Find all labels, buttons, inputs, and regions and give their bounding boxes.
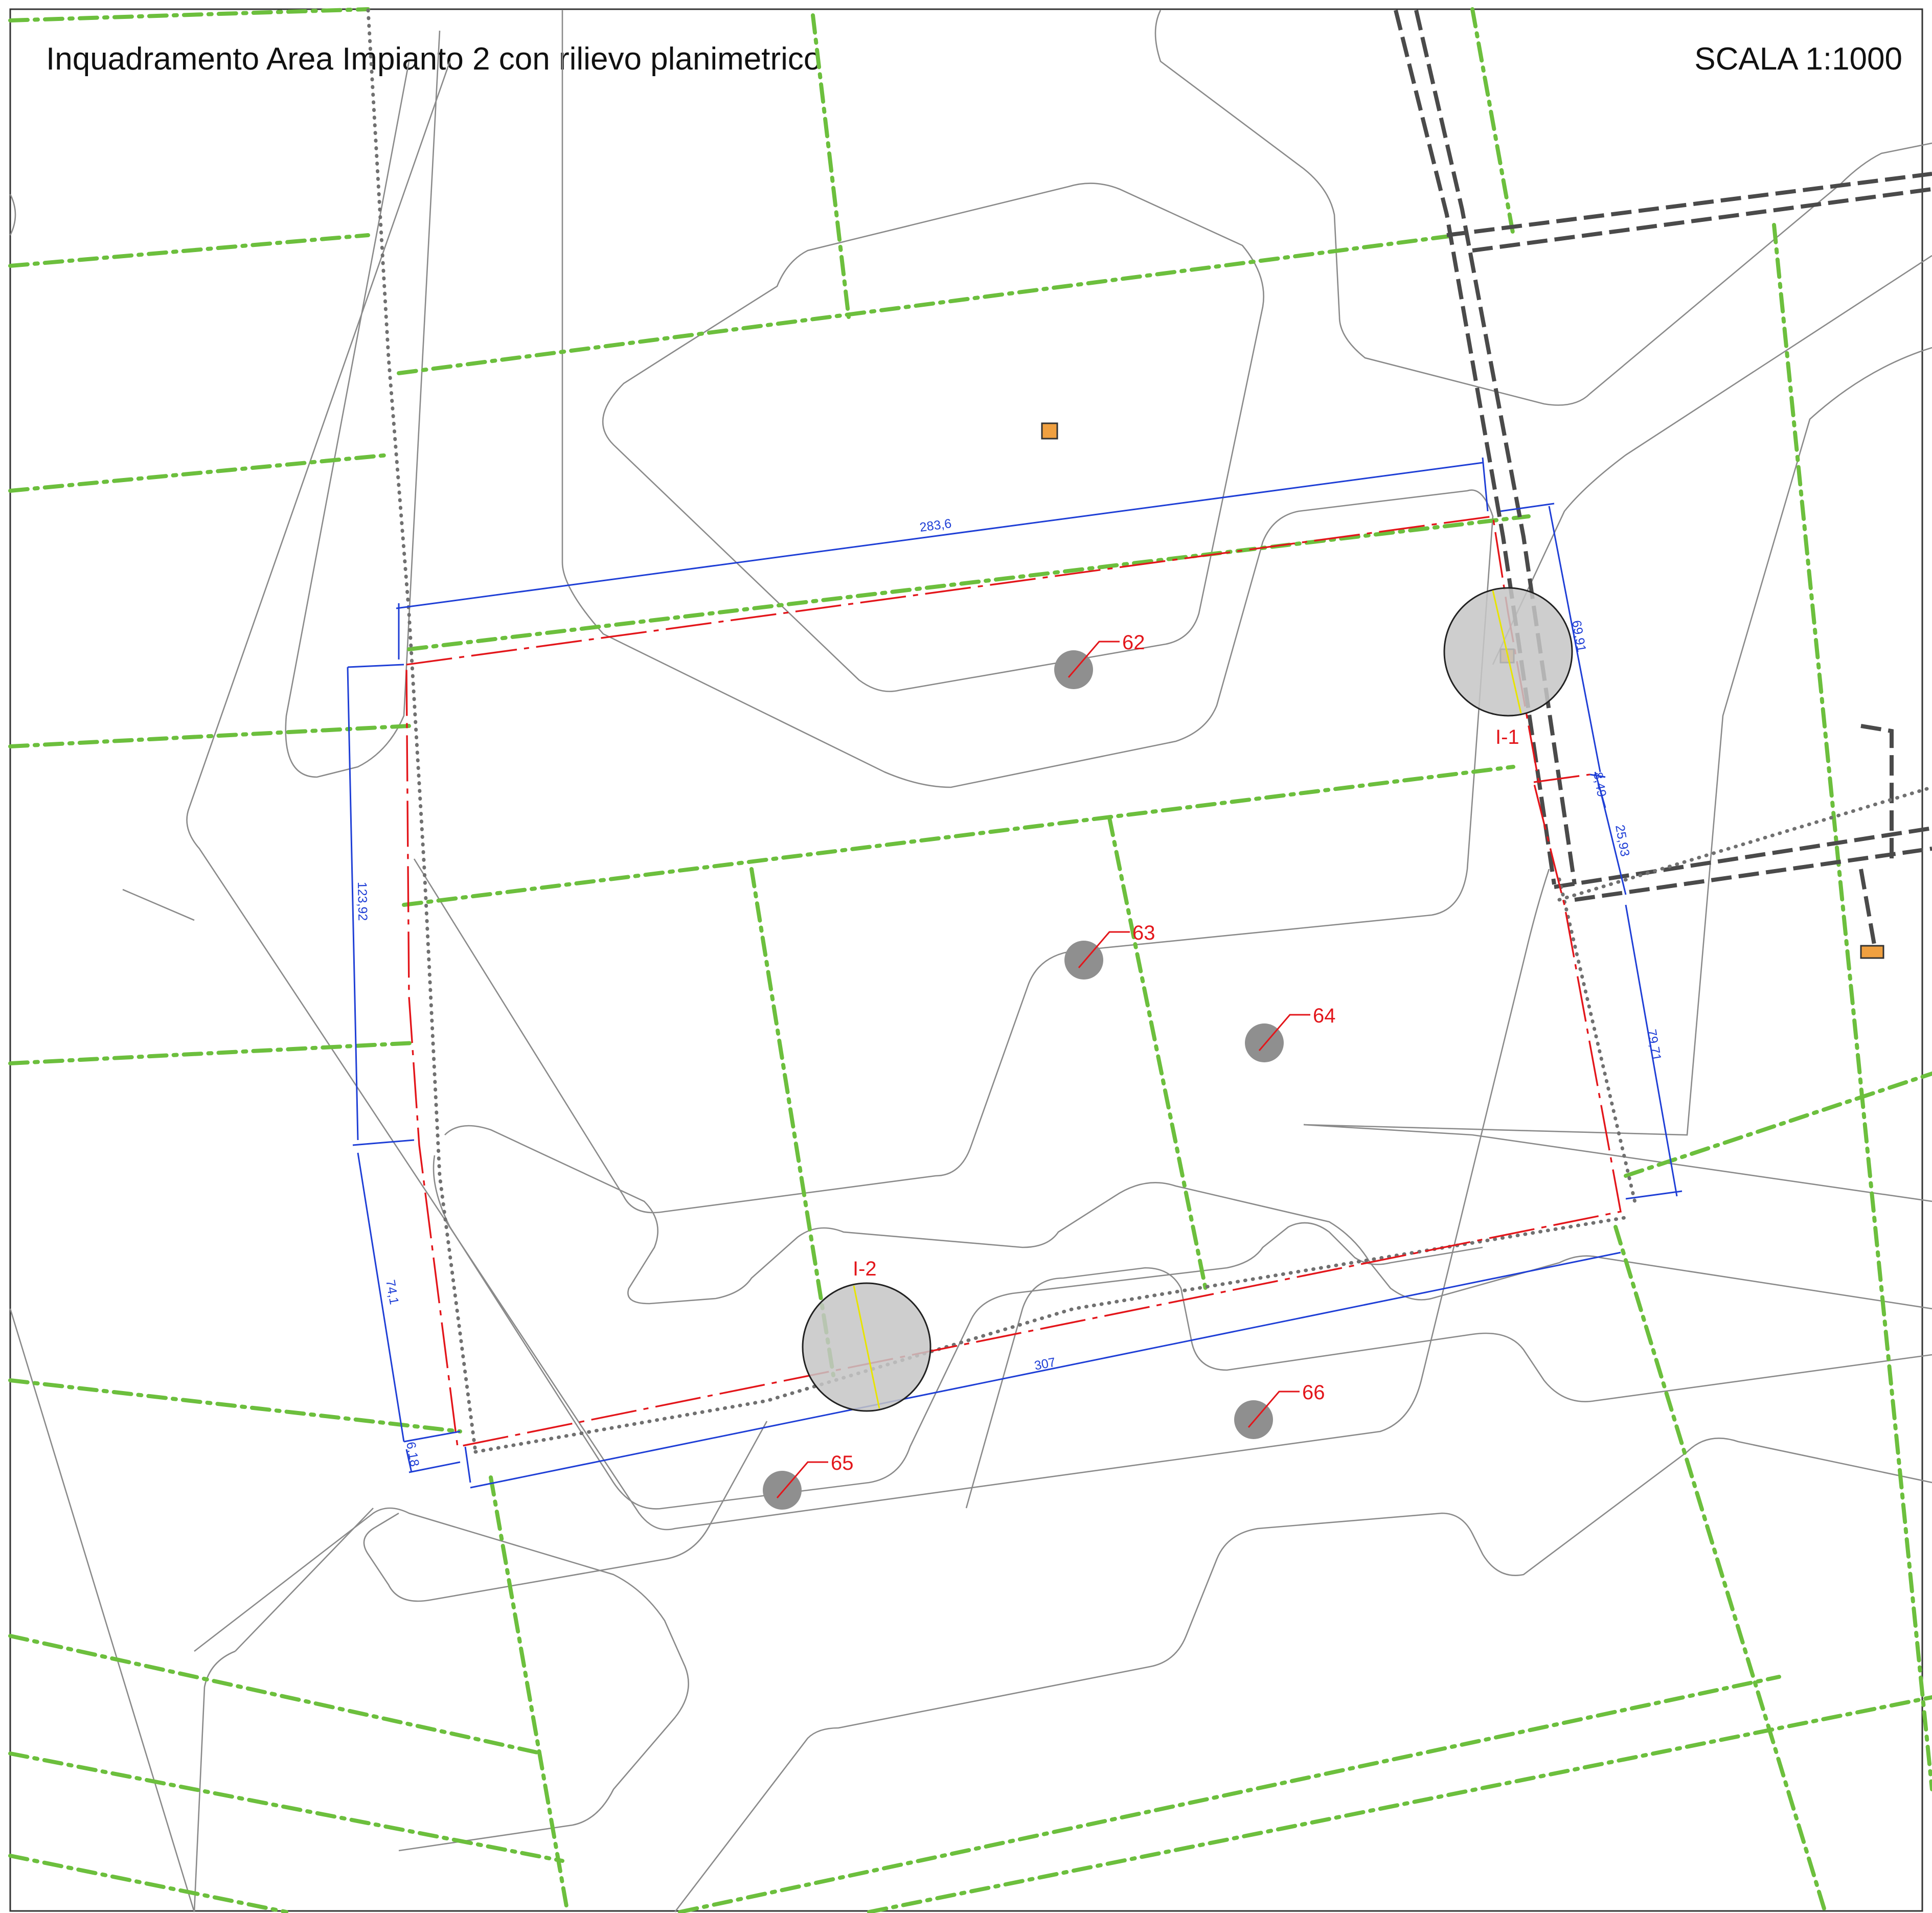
dim-east-lower: 79,71	[1644, 1028, 1664, 1062]
dim-west-small: 6,18	[403, 1441, 422, 1468]
drainage-ditches	[10, 9, 1932, 1912]
dim-south: 307	[1033, 1355, 1057, 1373]
well-label: I-2	[853, 1258, 877, 1280]
survey-point-65: 65	[763, 1452, 854, 1510]
contour-lines	[10, 10, 1932, 1912]
dim-north: 283,6	[919, 516, 952, 535]
well-label: I-1	[1495, 726, 1519, 748]
survey-point-66: 66	[1234, 1381, 1325, 1439]
survey-point-62: 62	[1054, 631, 1145, 689]
dim-west-lower: 74,1	[383, 1279, 401, 1306]
roads	[1396, 10, 1932, 956]
dim-west-upper: 123,92	[355, 882, 370, 921]
point-label: 64	[1313, 1005, 1336, 1027]
survey-point-64: 64	[1245, 1005, 1336, 1062]
building-marker	[1042, 423, 1057, 439]
point-label: 62	[1122, 631, 1145, 654]
building-marker	[1861, 946, 1883, 958]
dim-east-small: 8,49	[1590, 771, 1609, 798]
point-label: 63	[1132, 922, 1155, 944]
dotted-survey-lines	[368, 10, 1932, 1452]
point-label: 65	[831, 1452, 854, 1474]
point-label: 66	[1302, 1381, 1325, 1404]
well-I-2: I-2	[803, 1258, 930, 1411]
